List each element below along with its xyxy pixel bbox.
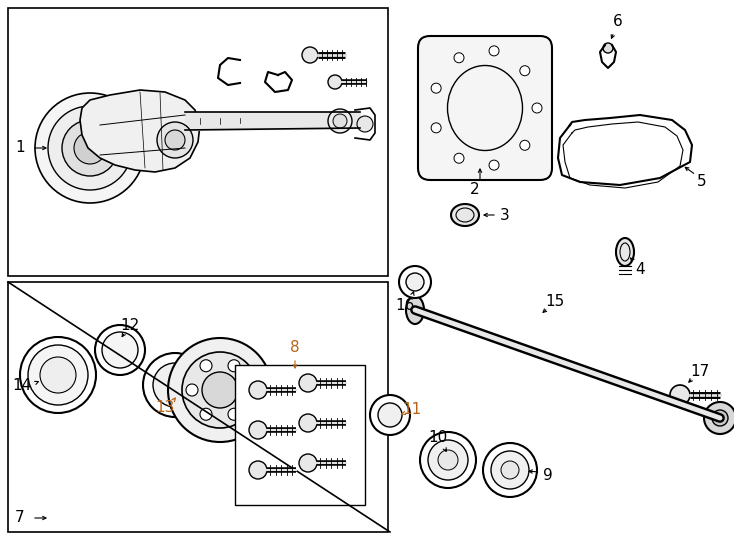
Circle shape	[62, 120, 118, 176]
Circle shape	[228, 408, 240, 420]
Circle shape	[228, 360, 240, 372]
Polygon shape	[80, 90, 200, 172]
Circle shape	[249, 461, 267, 479]
Circle shape	[249, 381, 267, 399]
Circle shape	[431, 123, 441, 133]
Circle shape	[186, 384, 198, 396]
Circle shape	[491, 451, 529, 489]
Circle shape	[143, 353, 207, 417]
Circle shape	[28, 345, 88, 405]
Circle shape	[200, 360, 212, 372]
Circle shape	[157, 122, 193, 158]
Text: 16: 16	[396, 298, 415, 313]
Text: 10: 10	[429, 430, 448, 445]
Circle shape	[704, 402, 734, 434]
Circle shape	[520, 66, 530, 76]
Circle shape	[438, 450, 458, 470]
Circle shape	[299, 454, 317, 472]
Circle shape	[182, 352, 258, 428]
Circle shape	[328, 75, 342, 89]
Circle shape	[95, 325, 145, 375]
Bar	[8, 282, 388, 532]
Circle shape	[200, 408, 212, 420]
Circle shape	[299, 414, 317, 432]
FancyBboxPatch shape	[418, 36, 552, 180]
Circle shape	[40, 357, 76, 393]
Ellipse shape	[451, 204, 479, 226]
Ellipse shape	[406, 296, 424, 324]
Circle shape	[165, 130, 185, 150]
Circle shape	[454, 53, 464, 63]
Text: 8: 8	[290, 341, 299, 355]
Text: 14: 14	[12, 377, 32, 393]
Circle shape	[454, 153, 464, 163]
Text: 12: 12	[120, 318, 139, 333]
Circle shape	[168, 338, 272, 442]
Circle shape	[302, 47, 318, 63]
Circle shape	[428, 440, 468, 480]
Circle shape	[670, 385, 690, 405]
Circle shape	[242, 384, 254, 396]
Text: 6: 6	[613, 15, 623, 30]
Circle shape	[20, 337, 96, 413]
Circle shape	[48, 106, 132, 190]
Circle shape	[153, 363, 197, 407]
Circle shape	[370, 395, 410, 435]
Circle shape	[378, 403, 402, 427]
Circle shape	[249, 421, 267, 439]
Circle shape	[603, 43, 613, 53]
Text: 2: 2	[470, 183, 480, 198]
Circle shape	[406, 273, 424, 291]
Circle shape	[357, 116, 373, 132]
Circle shape	[299, 374, 317, 392]
Circle shape	[483, 443, 537, 497]
Circle shape	[431, 83, 441, 93]
Circle shape	[501, 461, 519, 479]
Circle shape	[489, 160, 499, 170]
Circle shape	[333, 114, 347, 128]
Ellipse shape	[616, 238, 634, 266]
Text: 5: 5	[697, 174, 707, 190]
Text: 1: 1	[15, 140, 25, 156]
Circle shape	[202, 372, 238, 408]
Circle shape	[35, 93, 145, 203]
Text: 7: 7	[15, 510, 25, 525]
Text: 9: 9	[543, 468, 553, 483]
Circle shape	[520, 140, 530, 150]
Circle shape	[420, 432, 476, 488]
Circle shape	[328, 109, 352, 133]
Text: 13: 13	[156, 401, 175, 415]
Circle shape	[74, 132, 106, 164]
Text: 3: 3	[500, 207, 510, 222]
Text: 15: 15	[545, 294, 564, 309]
Text: 17: 17	[691, 364, 710, 380]
Circle shape	[399, 266, 431, 298]
Bar	[8, 8, 388, 276]
Text: 11: 11	[402, 402, 421, 417]
Circle shape	[102, 332, 138, 368]
Circle shape	[532, 103, 542, 113]
Bar	[235, 365, 365, 505]
Text: 4: 4	[635, 262, 644, 278]
Circle shape	[712, 410, 728, 426]
Circle shape	[489, 46, 499, 56]
